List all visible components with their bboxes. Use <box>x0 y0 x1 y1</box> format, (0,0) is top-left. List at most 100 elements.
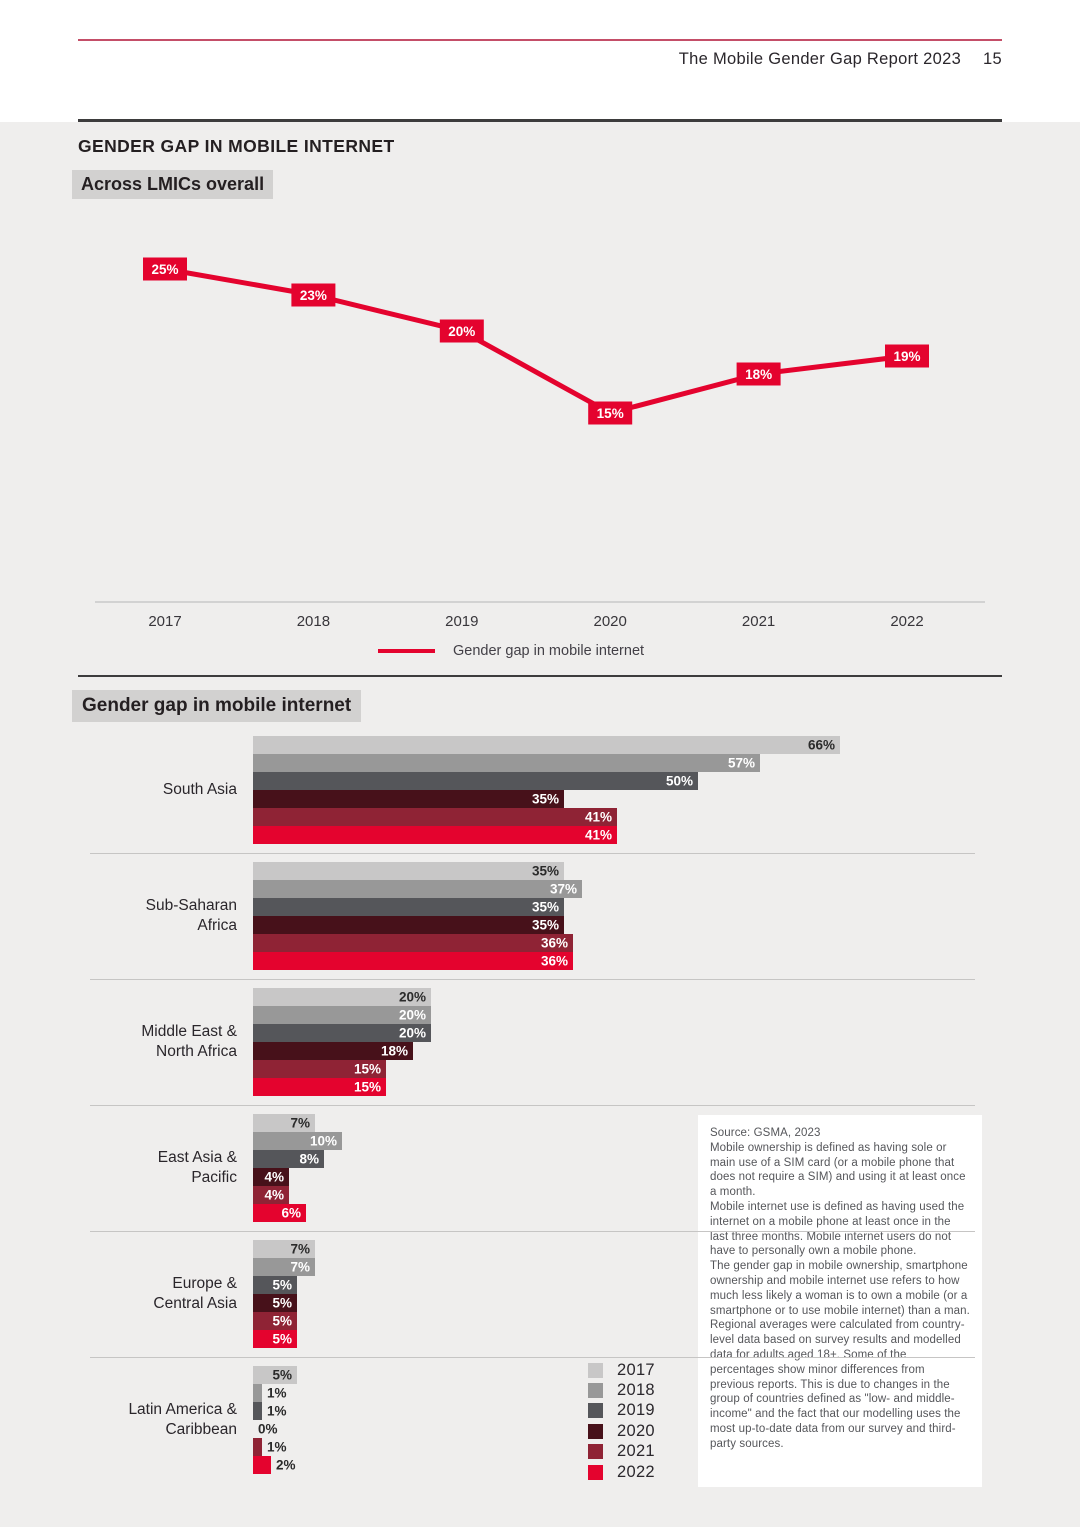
bar <box>253 1006 431 1024</box>
report-title: The Mobile Gender Gap Report 2023 <box>678 50 962 68</box>
region-label: Middle East & North Africa <box>0 988 237 1096</box>
bar <box>253 826 617 844</box>
bar-value-label: 0% <box>258 1421 278 1437</box>
year-legend-row: 2020 <box>588 1421 655 1441</box>
bar-value-label: 4% <box>264 1187 284 1203</box>
year-legend-label: 2020 <box>617 1421 655 1440</box>
bar-value-label: 15% <box>353 1079 381 1095</box>
region-label: South Asia <box>0 736 237 844</box>
bar-value-label: 41% <box>584 809 612 825</box>
year-legend-row: 2019 <box>588 1401 655 1421</box>
data-point-label-box <box>439 319 484 343</box>
source-box: Source: GSMA, 2023 Mobile ownership is de… <box>698 1115 982 1487</box>
region-label-line: Europe & <box>172 1275 237 1292</box>
bar-value-label: 36% <box>540 935 568 951</box>
bar-value-label: 50% <box>665 773 693 789</box>
section-title: GENDER GAP IN MOBILE INTERNET <box>78 136 395 156</box>
data-point-label-box <box>885 344 929 368</box>
year-legend-label: 2021 <box>617 1442 655 1461</box>
source-paragraph: Regional averages were calculated from c… <box>710 1319 965 1450</box>
bar-value-label: 35% <box>531 863 559 879</box>
bar <box>253 1438 262 1456</box>
bar <box>253 1132 342 1150</box>
year-legend-label: 2017 <box>617 1360 655 1379</box>
year-legend-row: 2022 <box>588 1462 655 1482</box>
x-axis-tick-label: 2019 <box>445 613 478 630</box>
year-legend-row: 2017 <box>588 1360 655 1380</box>
region-label-line: Sub-Saharan <box>145 897 237 914</box>
data-point-value: 15% <box>597 406 624 421</box>
region-label-line: East Asia & <box>157 1149 237 1166</box>
year-legend-row: 2018 <box>588 1380 655 1400</box>
bar <box>253 1384 262 1402</box>
bar <box>253 862 564 880</box>
bar-value-label: 1% <box>267 1439 287 1455</box>
bar <box>253 1402 262 1420</box>
bar-value-label: 7% <box>290 1259 310 1275</box>
region-label: East Asia & Pacific <box>0 1114 237 1222</box>
bar-value-label: 5% <box>272 1277 292 1293</box>
bar-value-label: 5% <box>272 1295 292 1311</box>
bar <box>253 1150 324 1168</box>
data-point-value: 20% <box>448 324 475 339</box>
bar-chart-title: Gender gap in mobile internet <box>72 690 362 722</box>
region-label-line: North Africa <box>156 1043 237 1060</box>
region-separator <box>90 1357 975 1358</box>
bar <box>253 1456 271 1474</box>
bar <box>253 772 698 790</box>
region-label-line: South Asia <box>162 781 237 798</box>
bar <box>253 880 582 898</box>
bar-value-label: 18% <box>380 1043 408 1059</box>
source-paragraph: The gender gap in mobile ownership, smar… <box>710 1260 970 1317</box>
page-header: The Mobile Gender Gap Report 2023 15 <box>679 50 1002 69</box>
bar <box>253 1060 386 1078</box>
bar-value-label: 15% <box>353 1061 381 1077</box>
bar <box>253 1078 386 1096</box>
bar <box>253 1042 413 1060</box>
bar-value-label: 66% <box>807 737 835 753</box>
region-label-line: Latin America & <box>128 1401 237 1418</box>
bar <box>253 934 573 952</box>
year-legend-label: 2018 <box>617 1381 655 1400</box>
region-separator <box>90 853 975 854</box>
data-point-value: 25% <box>151 262 178 277</box>
bar-value-label: 37% <box>549 881 577 897</box>
x-axis-tick-label: 2018 <box>297 613 330 630</box>
year-legend-label: 2019 <box>617 1401 655 1420</box>
bar <box>253 1114 315 1132</box>
bar <box>253 808 617 826</box>
region-label: Sub-Saharan Africa <box>0 862 237 970</box>
bar-value-label: 36% <box>540 953 568 969</box>
region-separator <box>90 979 975 980</box>
bar-value-label: 7% <box>290 1115 310 1131</box>
bar <box>253 1366 297 1384</box>
region-label-line: Africa <box>197 917 237 934</box>
year-legend-swatch <box>588 1444 603 1460</box>
year-legend-swatch <box>588 1403 603 1419</box>
bar-value-label: 6% <box>281 1205 301 1221</box>
bar-value-label: 10% <box>309 1133 337 1149</box>
bar-value-label: 57% <box>727 755 755 771</box>
trend-line <box>164 266 908 416</box>
bar-value-label: 20% <box>398 989 426 1005</box>
bar <box>253 1258 315 1276</box>
page-number: 15 <box>983 50 1002 68</box>
year-legend-row: 2021 <box>588 1442 655 1462</box>
line-chart-legend: Gender gap in mobile internet <box>378 643 644 659</box>
data-point-label-box <box>291 283 336 307</box>
bar <box>253 988 431 1006</box>
bar <box>253 1204 306 1222</box>
bar <box>253 1294 297 1312</box>
bar-value-label: 1% <box>267 1403 287 1419</box>
bar <box>253 898 564 916</box>
year-legend-swatch <box>588 1423 603 1439</box>
source-paragraph: Mobile ownership is defined as having so… <box>710 1141 966 1199</box>
bar-value-label: 20% <box>398 1007 426 1023</box>
bar <box>253 1276 297 1294</box>
bar-value-label: 41% <box>584 827 612 843</box>
bar <box>253 790 564 808</box>
year-legend-swatch <box>588 1362 603 1378</box>
bar <box>253 1186 289 1204</box>
bar-value-label: 5% <box>272 1331 292 1347</box>
